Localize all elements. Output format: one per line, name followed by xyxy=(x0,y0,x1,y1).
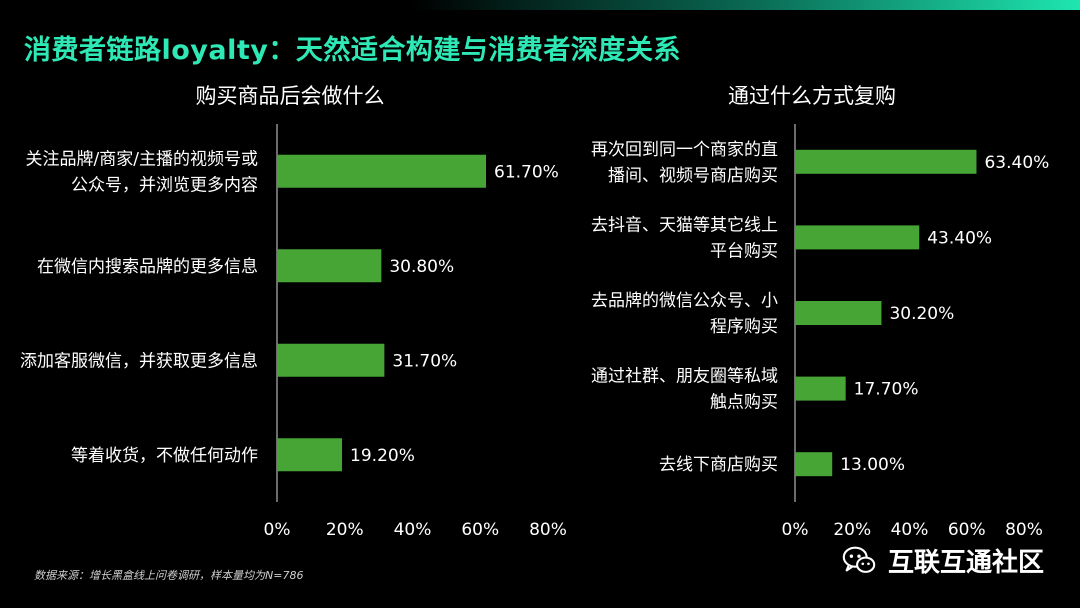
left-bar-3 xyxy=(277,438,343,472)
right-category-label-3-0: 通过社群、朋友圈等私域 xyxy=(591,367,778,387)
left-category-label-2-0: 添加客服微信，并获取更多信息 xyxy=(20,351,258,371)
top-accent-line xyxy=(0,0,1080,10)
left-x-tick-label-2: 40% xyxy=(394,520,432,540)
footnote-source: 数据来源：增长黑盒线上问卷调研，样本量均为N=786 xyxy=(34,569,304,582)
right-category-label-0-1: 播间、视频号商店购买 xyxy=(608,166,778,186)
page-title: 消费者链路loyalty：天然适合构建与消费者深度关系 xyxy=(24,35,681,66)
right-category-label-2-0: 去品牌的微信公众号、小 xyxy=(591,291,778,311)
right-x-tick-label-2: 40% xyxy=(891,520,929,540)
left-bar-0 xyxy=(277,154,487,188)
right-value-label-2: 30.20% xyxy=(889,304,954,324)
right-x-tick-label-3: 60% xyxy=(948,520,986,540)
right-x-tick-label-1: 20% xyxy=(833,520,871,540)
left-x-tick-label-0: 0% xyxy=(264,520,291,540)
right-x-tick-label-4: 80% xyxy=(1005,520,1043,540)
right-category-label-4-0: 去线下商店购买 xyxy=(659,455,778,475)
left-value-label-3: 19.20% xyxy=(350,446,415,466)
left-bar-2 xyxy=(277,343,385,377)
brand-name: 互联互通社区 xyxy=(888,547,1045,578)
right-x-tick-label-0: 0% xyxy=(782,520,809,540)
right-category-label-1-0: 去抖音、天猫等其它线上 xyxy=(591,215,778,235)
left-chart-title: 购买商品后会做什么 xyxy=(195,84,385,108)
wechat-logo-icon xyxy=(842,546,876,573)
right-value-label-1: 43.40% xyxy=(927,228,992,248)
right-category-label-1-1: 平台购买 xyxy=(710,241,778,261)
left-x-tick-label-3: 60% xyxy=(461,520,499,540)
left-value-label-0: 61.70% xyxy=(494,162,559,182)
left-value-label-1: 30.80% xyxy=(389,257,454,277)
left-category-label-0-0: 关注品牌/商家/主播的视频号或 xyxy=(26,149,258,169)
left-category-label-3-0: 等着收货，不做任何动作 xyxy=(71,446,258,466)
left-bar-1 xyxy=(277,249,382,283)
right-bar-4 xyxy=(795,452,833,477)
right-bar-1 xyxy=(795,225,920,250)
right-bar-0 xyxy=(795,149,977,174)
right-value-label-4: 13.00% xyxy=(840,455,905,475)
right-bar-3 xyxy=(795,376,846,401)
right-category-label-2-1: 程序购买 xyxy=(710,317,778,337)
right-value-label-3: 17.70% xyxy=(854,380,919,400)
left-x-tick-label-1: 20% xyxy=(326,520,364,540)
left-x-tick-label-4: 80% xyxy=(529,520,567,540)
right-chart-title: 通过什么方式复购 xyxy=(728,84,896,108)
right-category-label-0-0: 再次回到同一个商家的直 xyxy=(591,140,778,160)
right-category-label-3-1: 触点购买 xyxy=(710,393,778,413)
left-value-label-2: 31.70% xyxy=(392,351,457,371)
right-value-label-0: 63.40% xyxy=(984,153,1049,173)
left-category-label-0-1: 公众号，并浏览更多内容 xyxy=(71,175,258,195)
left-category-label-1-0: 在微信内搜索品牌的更多信息 xyxy=(37,257,258,277)
brand-watermark: 互联互通社区 xyxy=(840,540,1044,580)
right-bar-2 xyxy=(795,301,882,325)
